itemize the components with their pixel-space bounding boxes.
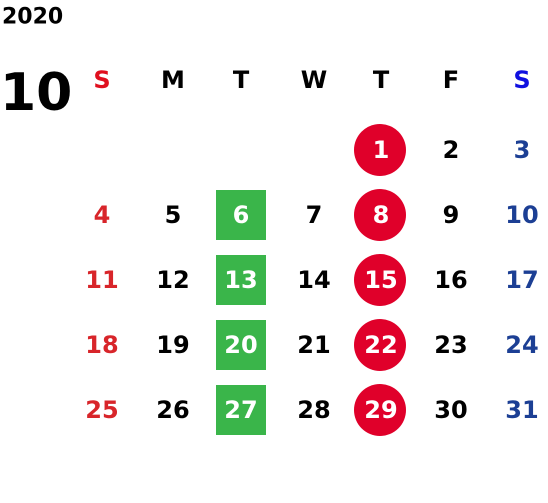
day: 21: [297, 331, 330, 359]
day: 16: [434, 266, 467, 294]
day-circle: [354, 319, 406, 371]
day: 23: [434, 331, 467, 359]
day-circle: [354, 189, 406, 241]
day: 4: [94, 201, 111, 229]
day: 3: [514, 136, 531, 164]
day: 10: [505, 201, 538, 229]
day: 26: [156, 396, 189, 424]
day: 12: [156, 266, 189, 294]
day-circle: [354, 124, 406, 176]
weekday-header: T: [233, 66, 250, 94]
weekday-header: T: [373, 66, 390, 94]
day: 20: [224, 331, 257, 359]
day: 30: [434, 396, 467, 424]
day: 11: [85, 266, 118, 294]
day: 8: [373, 201, 390, 229]
day: 27: [224, 396, 257, 424]
day: 15: [364, 266, 397, 294]
day: 1: [373, 136, 390, 164]
weekday-header: F: [443, 66, 459, 94]
day-circle: [354, 384, 406, 436]
day: 14: [297, 266, 330, 294]
month: 10: [0, 63, 72, 123]
weekday-header: S: [513, 66, 530, 94]
day: 31: [505, 396, 538, 424]
day-square: [216, 320, 266, 370]
day: 22: [364, 331, 397, 359]
day-circle: [354, 254, 406, 306]
weekday-header: S: [93, 66, 110, 94]
day: 19: [156, 331, 189, 359]
day: 2: [443, 136, 460, 164]
year: 2020: [2, 5, 63, 30]
day: 29: [364, 396, 397, 424]
day: 7: [306, 201, 323, 229]
day: 13: [224, 266, 257, 294]
weekday-header: W: [301, 66, 327, 94]
day: 17: [505, 266, 538, 294]
day: 5: [165, 201, 182, 229]
weekday-header: M: [161, 66, 185, 94]
day-square: [216, 190, 266, 240]
day: 28: [297, 396, 330, 424]
day: 24: [505, 331, 538, 359]
day: 9: [443, 201, 460, 229]
day: 18: [85, 331, 118, 359]
day: 25: [85, 396, 118, 424]
day-square: [216, 385, 266, 435]
day-square: [216, 255, 266, 305]
day: 6: [233, 201, 250, 229]
